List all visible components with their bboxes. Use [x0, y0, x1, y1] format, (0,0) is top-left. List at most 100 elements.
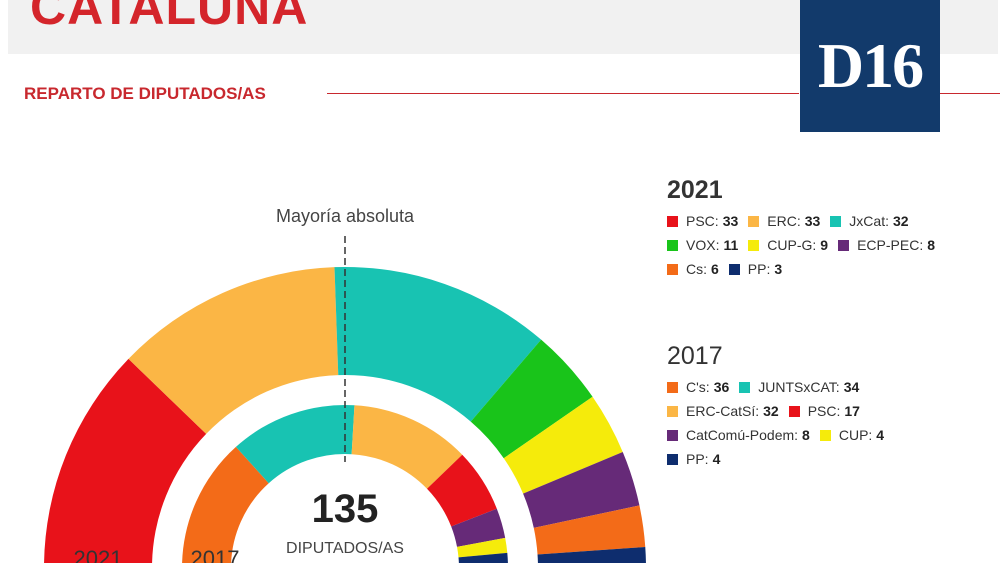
legend-row: PP: 4: [667, 451, 894, 467]
legend-value: 17: [844, 403, 860, 419]
legend-label: PSC:: [686, 213, 719, 229]
ring-2017-segment: [451, 508, 506, 547]
legend-label: VOX:: [686, 237, 720, 253]
legend-item: ERC: 33: [748, 213, 820, 229]
legend-label: ERC-CatSí:: [686, 403, 760, 419]
legend-value: 8: [927, 237, 935, 253]
legend-label: CUP:: [838, 427, 873, 443]
legend-item: JUNTSxCAT: 34: [739, 379, 859, 395]
total-label: DIPUTADOS/AS: [286, 540, 404, 557]
majority-label: Mayoría absoluta: [276, 206, 415, 226]
legend-value: 4: [712, 451, 721, 467]
ring-2017-segment: [182, 446, 269, 563]
legend-item: PP: 3: [728, 261, 783, 277]
legend-value: 33: [804, 213, 821, 229]
legend-swatch: [667, 453, 678, 465]
logo-text: D16: [817, 30, 924, 101]
legend-row: CatComú-Podem: 8 CUP: 4: [667, 427, 894, 443]
legend-row: PSC: 33 ERC: 33 JxCat: 32: [667, 213, 945, 229]
legend-label: JUNTSxCAT:: [758, 379, 840, 395]
legend-row: C's: 36 JUNTSxCAT: 34: [667, 379, 894, 395]
legend-rows-2021: PSC: 33 ERC: 33 JxCat: 32 VOX: 11 CUP-G: 9 ECP-PEC…: [667, 213, 945, 277]
legend-value: 9: [820, 237, 829, 253]
legend-swatch: [667, 381, 678, 393]
legend-label: PP:: [747, 261, 771, 277]
legend-year-2017: 2017: [667, 342, 723, 370]
legend-label: CUP-G:: [767, 237, 817, 253]
legend-item: ERC-CatSí: 32: [667, 403, 779, 419]
legend-label: JxCat:: [849, 213, 889, 229]
legend-label: Cs:: [686, 261, 707, 277]
legend-item: CatComú-Podem: 8: [667, 427, 810, 443]
region-title: CATALUÑA: [30, 0, 309, 35]
legend-value: 32: [763, 403, 779, 419]
legend-item: PSC: 33: [667, 213, 738, 229]
legend-label: ERC:: [767, 213, 801, 229]
legend-swatch: [728, 263, 740, 275]
legend-swatch: [838, 239, 850, 251]
ring-2021-segment: [44, 358, 207, 563]
legend-swatch: [748, 239, 760, 251]
legend-item: PSC: 17: [788, 403, 860, 419]
legend-label: PSC:: [807, 403, 841, 419]
legend-2017: 2017 C's: 36 JUNTSxCAT: 34 ERC-CatSí: 32 PSC: 1…: [667, 342, 894, 467]
legend-item: ECP-PEC: 8: [838, 237, 935, 253]
legend-item: CUP-G: 9: [748, 237, 828, 253]
legend-item: JxCat: 32: [830, 213, 909, 229]
legend-value: 4: [876, 427, 885, 443]
ring-2021-segment: [523, 452, 640, 528]
ring-2021-segment: [334, 266, 542, 422]
legend-swatch: [819, 429, 831, 441]
legend-swatch: [739, 381, 751, 393]
ring-2017-segment: [351, 405, 463, 489]
ring-2021-segment: [470, 339, 593, 459]
legend-row: Cs: 6 PP: 3: [667, 261, 945, 277]
d16-logo: D16: [800, 0, 940, 132]
legend-swatch: [667, 239, 678, 251]
ring-2017-segment: [458, 552, 508, 563]
ring-2017-segment: [427, 454, 497, 527]
section-divider-right: [940, 93, 1000, 94]
legend-value: 33: [722, 213, 739, 229]
legend-value: 34: [843, 379, 860, 395]
legend-swatch: [788, 405, 800, 417]
legend-swatch: [667, 263, 678, 275]
ring-2017-segment: [235, 405, 355, 484]
legend-item: Cs: 6: [667, 261, 719, 277]
legend-value: 32: [892, 213, 909, 229]
ring-2021-segment: [128, 267, 339, 434]
legend-item: C's: 36: [667, 379, 729, 395]
section-divider: [327, 93, 799, 94]
legend-item: VOX: 11: [667, 237, 738, 253]
legend-value: 11: [723, 237, 739, 253]
legend-label: ECP-PEC:: [857, 237, 924, 253]
section-title: REPARTO DE DIPUTADOS/AS: [24, 84, 266, 103]
legend-swatch: [830, 215, 842, 227]
ring-year-2021: 2021: [74, 546, 123, 563]
legend-swatch: [667, 405, 678, 417]
legend-value: 6: [711, 261, 719, 277]
legend-value: 8: [802, 427, 810, 443]
total-seats: 135: [312, 487, 379, 531]
legend-swatch: [667, 429, 678, 441]
legend-row: VOX: 11 CUP-G: 9 ECP-PEC: 8: [667, 237, 945, 253]
legend-item: PP: 4: [667, 451, 720, 467]
legend-label: PP:: [686, 451, 709, 467]
legend-swatch: [748, 215, 760, 227]
legend-value: 3: [774, 261, 783, 277]
legend-2021: 2021 PSC: 33 ERC: 33 JxCat: 32 VOX: 11 CUP-G: 9 EC…: [667, 176, 945, 277]
ring-2021-segment: [533, 505, 646, 555]
ring-2021-segment: [537, 547, 646, 563]
legend-item: CUP: 4: [819, 427, 885, 443]
legend-value: 36: [713, 379, 730, 395]
legend-label: C's:: [686, 379, 710, 395]
legend-label: CatComú-Podem:: [686, 427, 799, 443]
legend-rows-2017: C's: 36 JUNTSxCAT: 34 ERC-CatSí: 32 PSC: 17 CatC…: [667, 379, 894, 467]
legend-year-2021: 2021: [667, 176, 723, 204]
ring-year-2017: 2017: [191, 546, 240, 563]
legend-row: ERC-CatSí: 32 PSC: 17: [667, 403, 894, 419]
ring-2017-segment: [457, 537, 508, 558]
legend-swatch: [667, 215, 678, 227]
ring-2021-segment: [503, 396, 623, 494]
